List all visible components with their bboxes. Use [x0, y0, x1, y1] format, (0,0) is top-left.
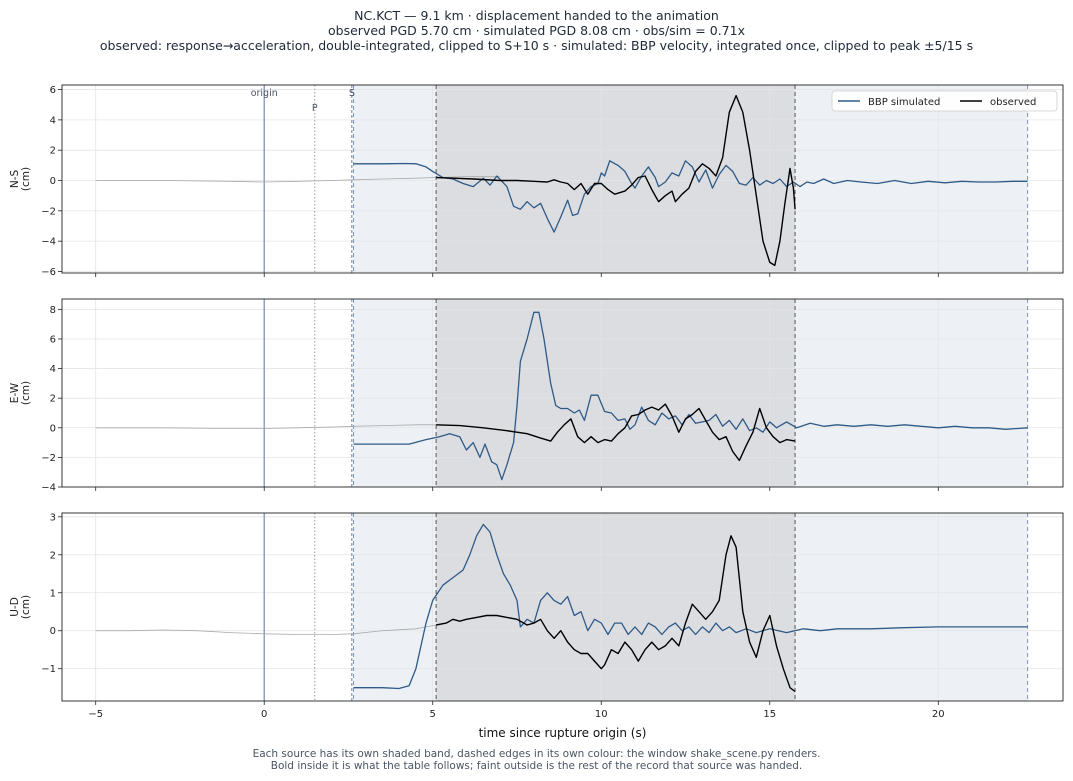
y-tick-label: −4 [41, 483, 56, 494]
y-tick-label: 8 [50, 305, 56, 316]
y-tick-label: 0 [50, 626, 56, 637]
legend-label: observed [990, 97, 1036, 108]
observed-series-line [436, 94, 796, 267]
observed-window-band [436, 513, 796, 701]
legend: BBP simulated observed [831, 90, 1058, 112]
simulated-series-line [353, 311, 1028, 481]
y-tick-label: 0 [50, 423, 56, 434]
caption-line-2: Bold inside it is what the table follows… [270, 760, 803, 772]
y-tick-label: −2 [41, 206, 56, 217]
y-tick-label: −4 [41, 237, 56, 248]
y-tick-label: 3 [50, 512, 56, 523]
panel-u-d: −1 0 1 2 3 −5 0 5 10 15 20 U-D(cm) [9, 512, 1064, 720]
y-tick-label: 2 [50, 550, 56, 561]
y-tick-label: −1 [41, 664, 56, 675]
y-tick-label: −6 [41, 267, 56, 278]
faint-series-line [95, 624, 437, 635]
y-axis-label: E-W(cm) [9, 381, 32, 405]
simulated-series-line [353, 160, 1028, 233]
observed-series-line [435, 535, 796, 693]
y-tick-label: 0 [50, 176, 56, 187]
panel-frame [61, 298, 1064, 488]
phase-label-origin: origin [251, 88, 278, 99]
x-tick-label: 0 [261, 709, 267, 720]
legend-box [831, 90, 1058, 112]
y-tick-label: 4 [50, 364, 56, 375]
title-line-3: observed: response→acceleration, double-… [99, 38, 974, 53]
y-tick-label: 4 [50, 115, 56, 126]
x-tick-label: 5 [430, 709, 436, 720]
y-tick-label: 2 [50, 394, 56, 405]
panel-e-w: −4 −2 0 2 4 6 8 E-W(cm) [9, 298, 1064, 494]
panel-frame [61, 84, 1064, 274]
y-tick-label: 6 [50, 334, 56, 345]
title-line-2: observed PGD 5.70 cm · simulated PGD 8.0… [328, 23, 745, 38]
x-axis-label: time since rupture origin (s) [479, 726, 647, 740]
y-tick-label: 2 [50, 146, 56, 157]
x-tick-label: 20 [932, 709, 945, 720]
chart-title: NC.KCT — 9.1 km · displacement handed to… [0, 8, 1073, 53]
title-line-1: NC.KCT — 9.1 km · displacement handed to… [354, 8, 719, 23]
x-tick-label: −5 [88, 709, 103, 720]
observed-window-band [436, 85, 796, 273]
panel-n-s: −6 −4 −2 0 2 4 6 N-S(cm) origin P S BBP simulated ob… [9, 84, 1064, 278]
y-axis-label: N-S(cm) [9, 167, 32, 191]
phase-label-s: S [349, 88, 355, 99]
caption-line-1: Each source has its own shaded band, das… [252, 748, 821, 760]
y-tick-label: 6 [50, 85, 56, 96]
y-tick-label: 1 [50, 588, 56, 599]
y-tick-label: −2 [41, 453, 56, 464]
x-tick-label: 15 [763, 709, 776, 720]
panel-frame [61, 512, 1064, 702]
chart-caption: Each source has its own shaded band, das… [0, 748, 1073, 772]
legend-label: BBP simulated [868, 97, 940, 108]
phase-label-p: P [312, 103, 318, 114]
x-tick-label: 10 [595, 709, 608, 720]
observed-series-line [436, 403, 796, 462]
faint-series-line [95, 424, 437, 429]
y-axis-label: U-D(cm) [9, 595, 32, 619]
